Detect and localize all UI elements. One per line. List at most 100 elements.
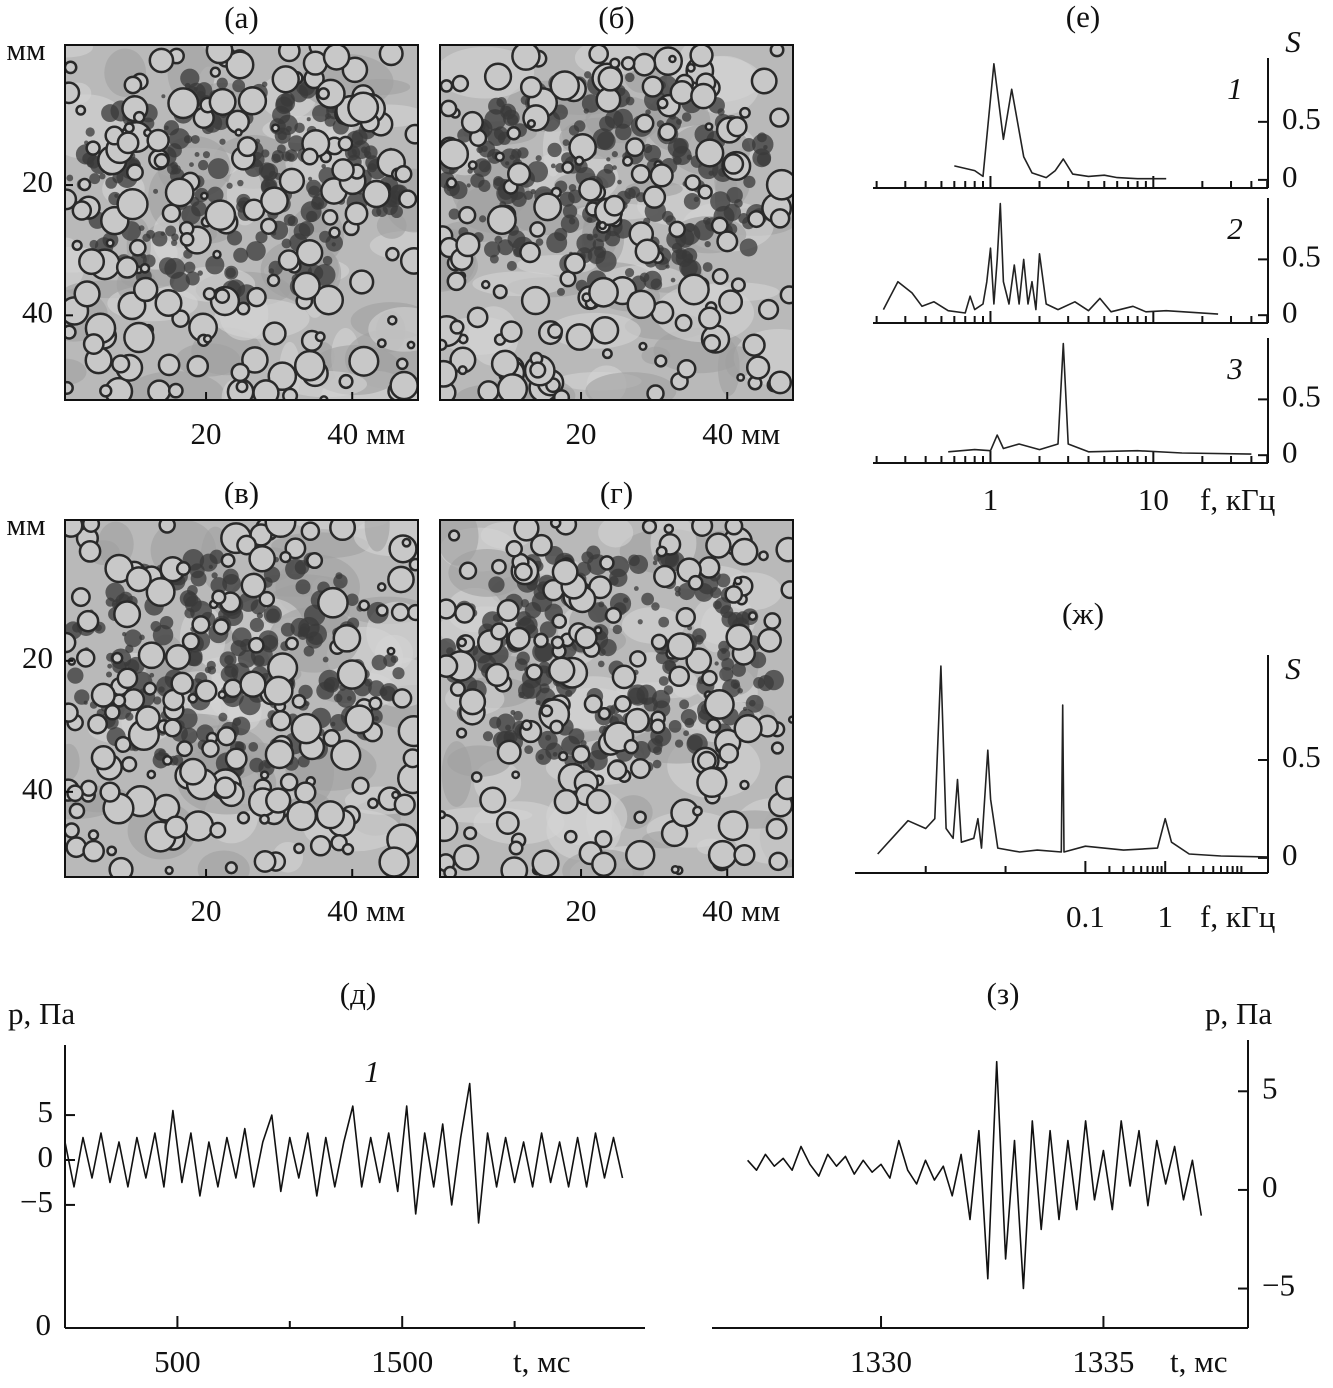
- photo-texture: [674, 739, 684, 748]
- photo-texture: [596, 168, 616, 188]
- photo-texture: [721, 648, 727, 654]
- bubble: [313, 284, 345, 316]
- bubble: [341, 56, 369, 84]
- bubble: [204, 199, 237, 232]
- bubble: [116, 188, 149, 221]
- y-tick-label: 20: [22, 164, 53, 199]
- bubble: [691, 520, 714, 537]
- photo-texture: [161, 94, 166, 99]
- y-tick-label: 0.5: [1282, 238, 1321, 273]
- bubble: [722, 153, 745, 175]
- photo-texture: [66, 174, 74, 182]
- photo-texture: [184, 607, 195, 619]
- y-tick-label: 0: [38, 1139, 54, 1174]
- bubble: [132, 276, 159, 303]
- bubble: [253, 849, 277, 873]
- bubble: [758, 550, 769, 562]
- photo-texture: [281, 238, 292, 249]
- bubble: [689, 45, 714, 68]
- bubble: [629, 650, 647, 668]
- y-tick-label: 0.5: [1282, 101, 1321, 136]
- bubble: [162, 755, 173, 766]
- bubble: [686, 62, 696, 73]
- bubble: [293, 349, 326, 382]
- bubble: [170, 671, 194, 696]
- bubble: [440, 598, 457, 620]
- series-label: 2: [1227, 211, 1243, 246]
- photo-texture: [642, 143, 653, 154]
- bubble: [66, 784, 84, 803]
- photo-texture: [482, 731, 494, 742]
- bubble: [137, 641, 166, 670]
- bubble: [358, 599, 370, 612]
- bubble: [458, 206, 477, 225]
- photo-texture: [671, 242, 683, 254]
- bubble: [78, 248, 106, 276]
- photo-texture: [599, 639, 617, 657]
- bubble: [406, 603, 418, 622]
- bubble: [684, 174, 702, 191]
- photo-texture: [392, 667, 405, 680]
- bubble: [224, 747, 248, 771]
- bubble: [490, 622, 509, 641]
- bubble: [164, 865, 174, 876]
- bubble: [553, 788, 579, 815]
- y-tick-label: −5: [20, 1184, 53, 1219]
- photo-texture: [692, 628, 707, 643]
- bubble: [65, 324, 77, 340]
- bubble: [739, 779, 750, 791]
- photo: [65, 45, 418, 400]
- bubble: [597, 220, 608, 231]
- photo-texture: [597, 660, 605, 668]
- bubble: [551, 613, 568, 629]
- bubble: [394, 165, 413, 184]
- bubble: [765, 817, 788, 840]
- bubble: [235, 380, 249, 394]
- data-line: [882, 202, 1219, 315]
- bubble: [111, 651, 124, 665]
- bubble: [191, 615, 211, 635]
- bubble: [123, 75, 143, 95]
- photo-texture: [658, 676, 669, 686]
- bubble: [705, 532, 732, 559]
- bubble: [513, 520, 540, 542]
- photo-texture: [202, 151, 210, 159]
- bubble: [123, 122, 135, 134]
- photo-texture: [181, 727, 198, 744]
- y-tick-label: 0: [1282, 159, 1298, 194]
- photo-texture: [268, 170, 278, 180]
- bubble: [574, 625, 598, 650]
- photo-texture: [584, 71, 592, 79]
- photo-texture: [604, 109, 624, 129]
- bubble: [440, 79, 454, 93]
- bubble: [259, 770, 270, 780]
- bubble: [522, 104, 550, 132]
- photo-texture: [680, 709, 697, 726]
- bubble: [557, 751, 569, 762]
- bubble: [106, 845, 118, 857]
- bubble: [529, 221, 546, 238]
- bubble: [446, 271, 467, 292]
- photo-texture: [323, 676, 340, 693]
- photo-texture: [351, 140, 371, 160]
- bubble: [456, 637, 468, 648]
- photo-texture: [266, 608, 280, 623]
- y-tick-label: 20: [22, 640, 53, 675]
- bubble: [300, 521, 321, 542]
- photo-texture: [364, 520, 390, 552]
- photo-texture: [197, 159, 209, 171]
- photo-texture: [336, 687, 356, 708]
- y-tick-label: 0: [1282, 434, 1298, 469]
- bubble: [223, 678, 243, 699]
- bubble: [769, 107, 790, 128]
- chart-title: (д): [340, 976, 376, 1011]
- photo-texture: [488, 576, 505, 593]
- photo-texture: [655, 651, 669, 665]
- bubble: [656, 97, 669, 110]
- bubble: [445, 177, 458, 189]
- photo-texture: [494, 235, 503, 244]
- x-tick-label: 20: [566, 416, 597, 451]
- bubble: [81, 520, 101, 533]
- bubble: [561, 160, 575, 174]
- y-tick-label: 5: [1262, 1070, 1278, 1105]
